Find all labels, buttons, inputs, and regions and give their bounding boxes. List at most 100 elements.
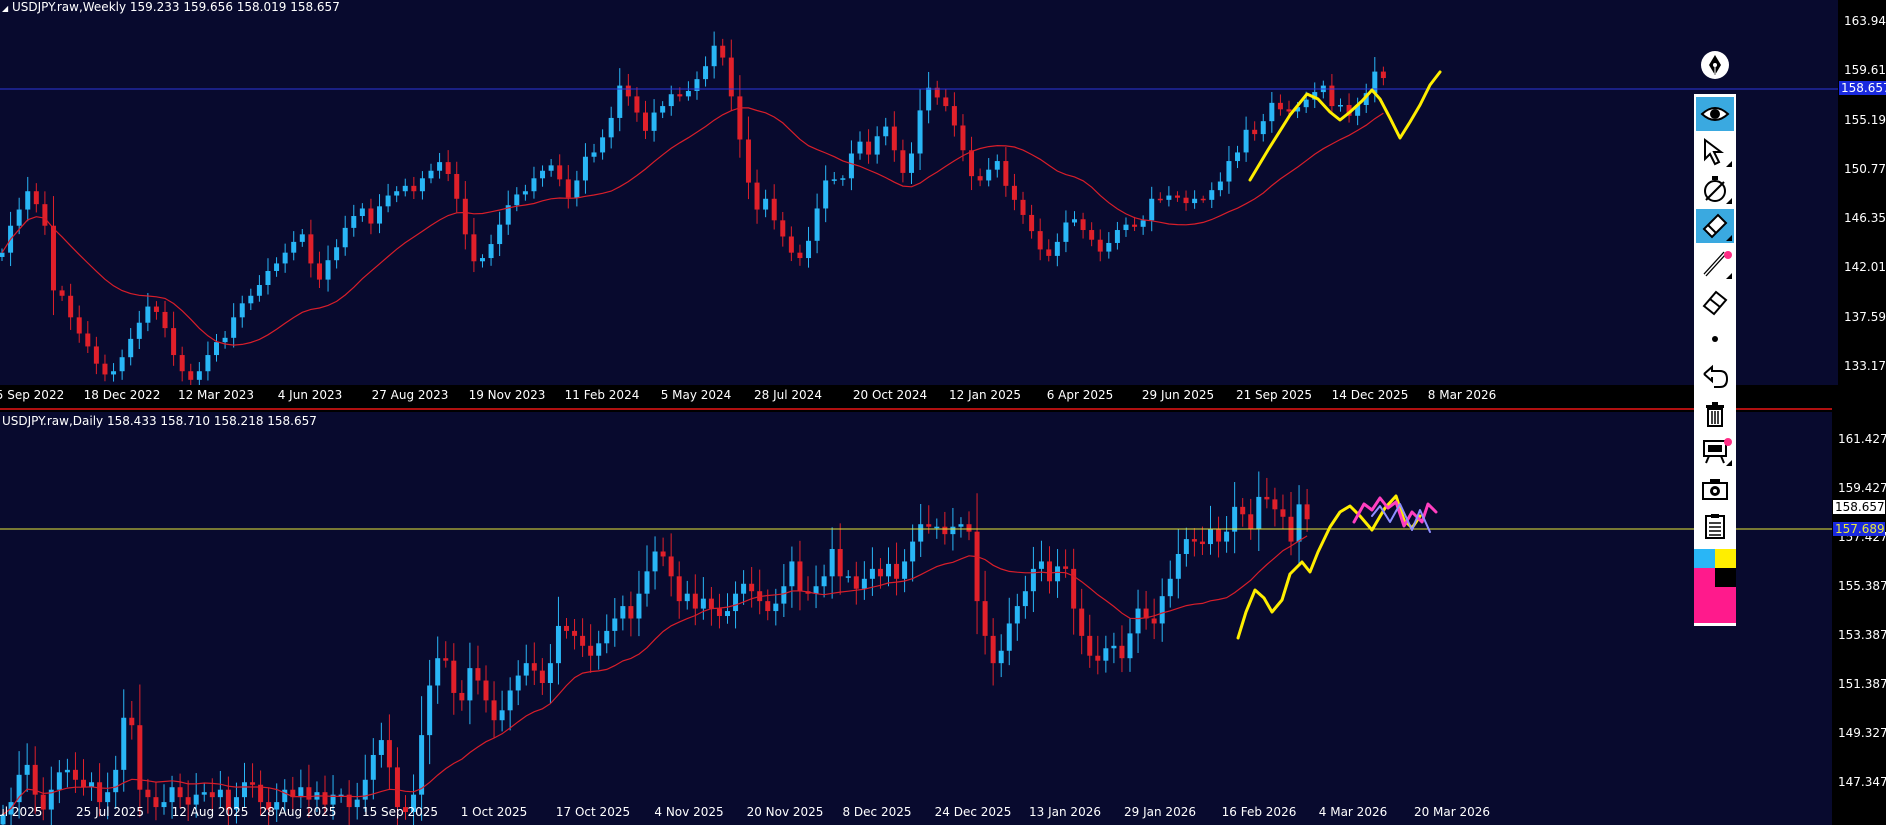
candle xyxy=(1037,218,1043,261)
candle xyxy=(908,142,914,185)
candle xyxy=(258,770,264,816)
candle xyxy=(265,258,271,295)
color-swatch-black[interactable] xyxy=(1715,568,1736,587)
eraser-tool-button[interactable] xyxy=(1696,284,1734,318)
daily-time-label: 20 Nov 2025 xyxy=(746,805,824,819)
line-tool-button[interactable] xyxy=(1696,247,1734,281)
candle xyxy=(994,154,1000,178)
candle xyxy=(1151,598,1157,640)
candle xyxy=(153,781,159,821)
candle xyxy=(728,39,734,111)
weekly-time-label: 11 Feb 2024 xyxy=(564,388,640,402)
daily-time-label: 24 Dec 2025 xyxy=(934,805,1012,819)
candle xyxy=(435,636,441,704)
visibility-toggle-button[interactable] xyxy=(1696,97,1734,131)
candle xyxy=(385,183,391,213)
candle xyxy=(306,764,312,818)
candle xyxy=(780,211,786,247)
current-color-preview[interactable] xyxy=(1694,587,1736,623)
candle xyxy=(248,288,254,311)
candle xyxy=(977,168,983,187)
select-pointer-button[interactable] xyxy=(1696,135,1734,169)
candle xyxy=(1264,477,1270,509)
candle xyxy=(81,759,86,796)
candle xyxy=(600,129,606,160)
daily-chart-title-text: USDJPY.raw,Daily 158.433 158.710 158.218… xyxy=(2,414,317,428)
candle xyxy=(934,80,940,105)
candle xyxy=(428,163,434,184)
daily-price-label: 153.387 xyxy=(1838,628,1886,642)
candle xyxy=(354,782,360,820)
color-swatch-yellow[interactable] xyxy=(1715,549,1736,568)
candle xyxy=(1011,173,1017,211)
pen-tool-button[interactable] xyxy=(1696,48,1734,82)
candle xyxy=(990,618,996,686)
candle xyxy=(299,229,305,247)
daily-time-label: 17 Oct 2025 xyxy=(555,805,631,819)
candle xyxy=(1226,146,1232,194)
daily-trend-drawing[interactable] xyxy=(1236,494,1422,640)
weekly-time-label: 27 Aug 2023 xyxy=(371,388,449,402)
collapse-arrow-icon[interactable]: ◢ xyxy=(2,4,9,13)
candle xyxy=(179,346,185,382)
candle xyxy=(346,780,352,825)
color-swatch-cyan[interactable] xyxy=(1694,549,1715,568)
candle xyxy=(1240,498,1246,527)
daily-price-label: 149.327 xyxy=(1838,726,1886,740)
candle xyxy=(711,31,717,79)
candle xyxy=(56,760,62,804)
color-swatch-pink[interactable] xyxy=(1694,568,1715,587)
candle xyxy=(958,517,964,538)
candle xyxy=(459,680,465,711)
submenu-corner-indicator xyxy=(1726,198,1732,204)
candle xyxy=(25,176,31,222)
candle xyxy=(225,776,231,825)
clipboard-button[interactable] xyxy=(1696,509,1734,543)
candle xyxy=(1080,212,1086,239)
highlighter-tool-button[interactable] xyxy=(1696,209,1734,243)
weekly-price-label: 146.352 xyxy=(1844,211,1886,225)
candle xyxy=(806,226,812,268)
weekly-time-label: 19 Nov 2023 xyxy=(468,388,546,402)
dot-size-icon xyxy=(1712,336,1718,342)
weekly-chart-plot[interactable] xyxy=(0,0,1838,385)
candle xyxy=(419,171,425,200)
candle xyxy=(942,511,948,545)
candle xyxy=(1055,549,1061,598)
candle xyxy=(725,593,730,624)
weekly-chart-pane[interactable]: ◢ USDJPY.raw,Weekly 159.233 159.656 158.… xyxy=(0,0,1838,385)
candle xyxy=(1149,186,1155,232)
daily-chart-plot[interactable] xyxy=(0,412,1832,825)
candle xyxy=(105,772,111,820)
trash-icon xyxy=(1706,402,1724,427)
timer-tool-button[interactable] xyxy=(1696,172,1734,206)
candle xyxy=(471,217,477,273)
candle xyxy=(788,226,794,262)
daily-chart-pane[interactable]: USDJPY.raw,Daily 158.433 158.710 158.218… xyxy=(0,412,1832,825)
undo-button[interactable] xyxy=(1696,360,1734,394)
candle xyxy=(290,776,296,812)
candle xyxy=(1123,217,1129,237)
weekly-trend-drawing[interactable] xyxy=(1248,70,1442,182)
candle xyxy=(765,589,771,621)
weekly-time-label: 8 Mar 2026 xyxy=(1427,388,1497,402)
candle xyxy=(16,197,22,235)
screenshot-button[interactable] xyxy=(1696,472,1734,506)
daily-highlight-drawing[interactable] xyxy=(1352,496,1438,528)
candle xyxy=(72,752,78,793)
board-tool-button[interactable] xyxy=(1696,434,1734,468)
candle xyxy=(565,165,571,209)
candle xyxy=(1277,94,1283,116)
candle xyxy=(499,690,505,732)
line-tool-icon xyxy=(1703,251,1727,277)
delete-all-button[interactable] xyxy=(1696,397,1734,431)
candle xyxy=(625,73,631,106)
daily-chart-title: USDJPY.raw,Daily 158.433 158.710 158.218… xyxy=(2,414,317,428)
candle xyxy=(831,171,837,185)
daily-secondary-drawing[interactable] xyxy=(1371,503,1431,533)
candle xyxy=(505,190,511,235)
candle xyxy=(821,564,827,598)
daily-price-label: 159.427 xyxy=(1838,481,1886,495)
weekly-chart-title: ◢ USDJPY.raw,Weekly 159.233 159.656 158.… xyxy=(2,0,340,14)
dot-size-button[interactable] xyxy=(1696,322,1734,356)
